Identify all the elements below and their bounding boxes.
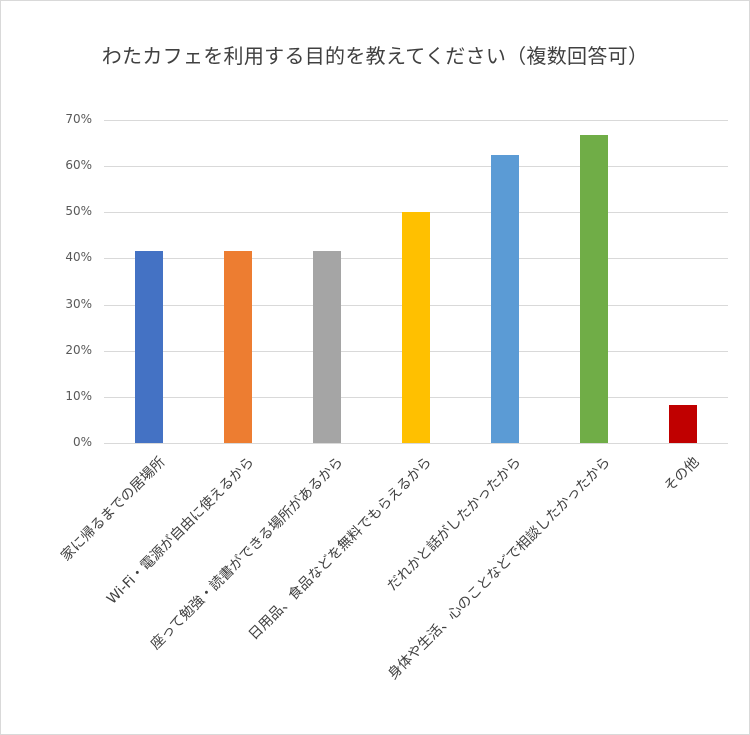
- bar: [580, 135, 609, 443]
- y-tick-label: 60%: [65, 158, 92, 173]
- bar: [312, 250, 341, 443]
- gridline: [104, 443, 728, 444]
- bar: [134, 250, 163, 443]
- y-tick-label: 70%: [65, 112, 92, 126]
- bar: [669, 404, 698, 443]
- plot-area: [104, 120, 728, 444]
- y-tick-label: 50%: [65, 204, 92, 219]
- gridline: [104, 166, 728, 168]
- y-tick-label: 40%: [65, 250, 92, 265]
- bar: [223, 250, 252, 443]
- chart-title: わたカフェを利用する目的を教えてください（複数回答可）: [101, 44, 649, 68]
- y-tick-label: 30%: [65, 296, 92, 311]
- y-tick-label: 0%: [72, 435, 92, 449]
- bar: [402, 212, 430, 443]
- bar: [491, 154, 520, 443]
- gridline: [104, 120, 728, 121]
- y-tick-label: 10%: [65, 388, 92, 403]
- y-tick-label: 20%: [65, 342, 92, 357]
